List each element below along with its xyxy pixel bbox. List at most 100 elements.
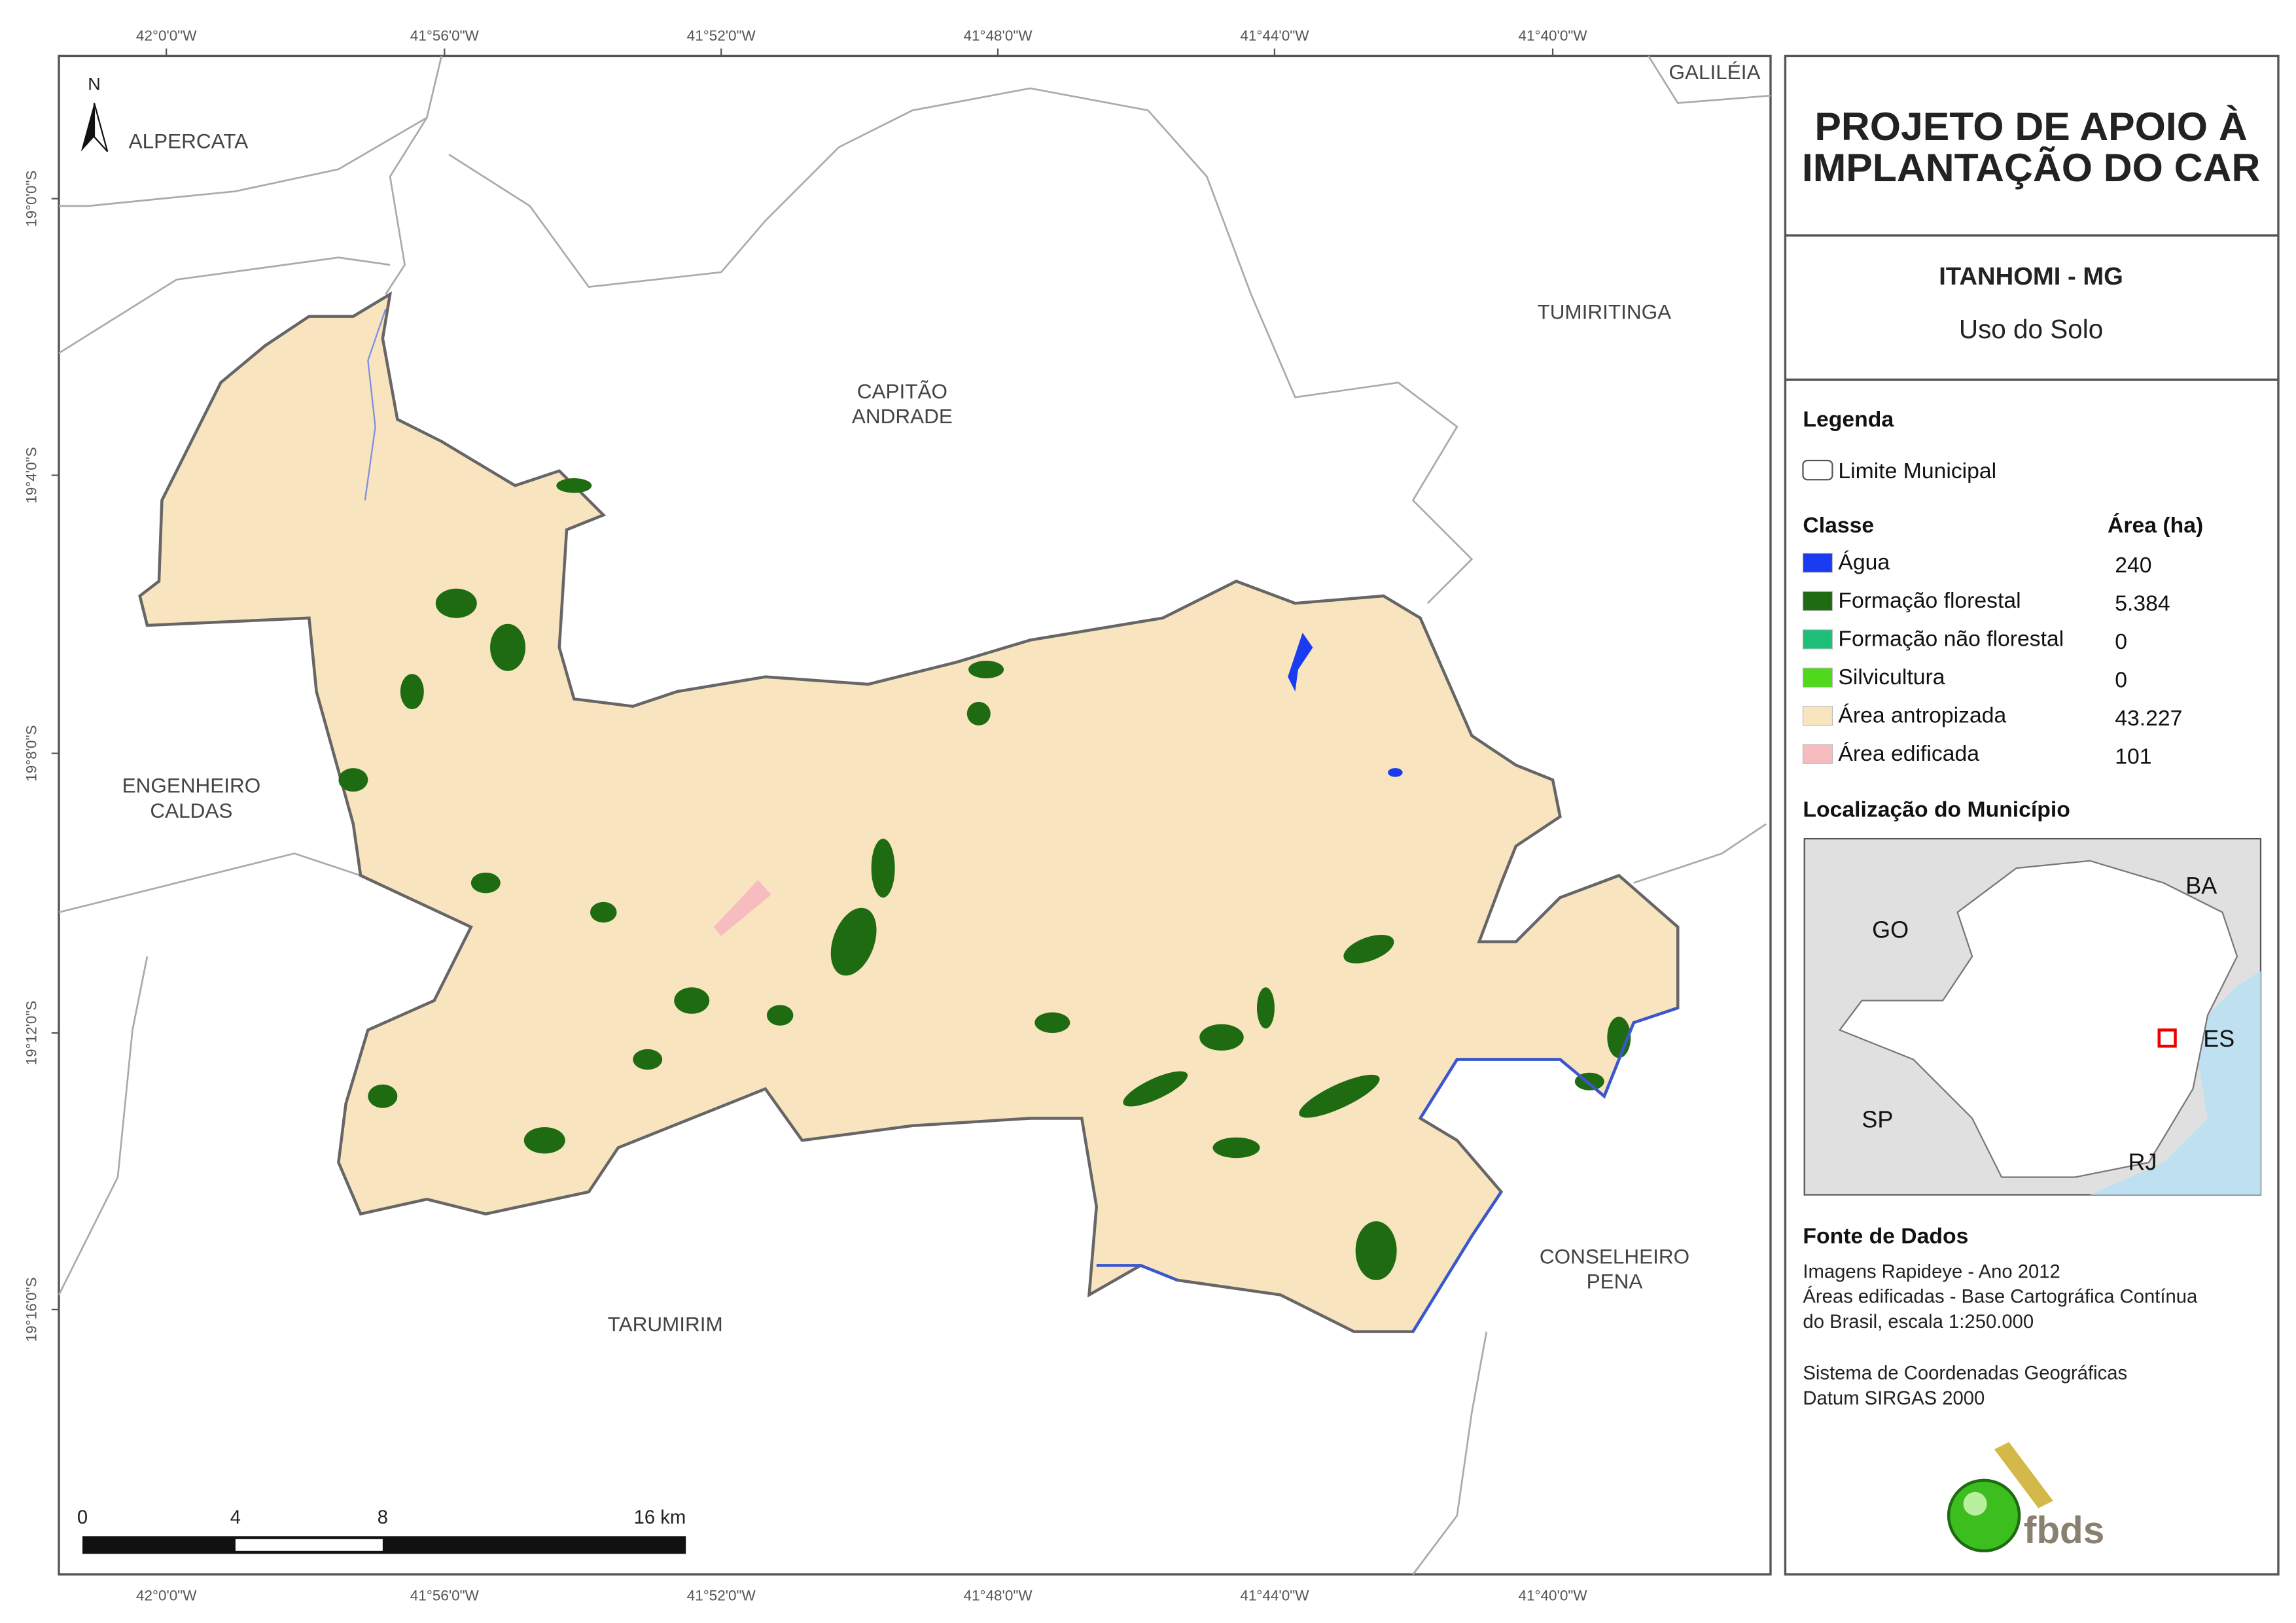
boundary-line bbox=[59, 116, 428, 207]
boundary-line bbox=[1412, 823, 1767, 1575]
water-body bbox=[1388, 768, 1403, 777]
place-name: CALDAS bbox=[150, 799, 232, 822]
place-name: ENGENHEIRO bbox=[122, 774, 261, 797]
source-line: do Brasil, escala 1:250.000 bbox=[1803, 1312, 2034, 1333]
longitude-label: 41°56'0"W bbox=[410, 1587, 480, 1603]
legend-heading: Legenda bbox=[1803, 407, 1894, 432]
forest-patch bbox=[871, 839, 895, 898]
legend-label: Formação florestal bbox=[1838, 588, 2021, 613]
forest-patch bbox=[633, 1049, 663, 1070]
water-body bbox=[1288, 633, 1313, 692]
logo-circle bbox=[1947, 1478, 2021, 1553]
forest-patch bbox=[1034, 1012, 1070, 1034]
forest-patch bbox=[674, 987, 710, 1014]
legend-area: 101 bbox=[2115, 744, 2151, 769]
boundary-line bbox=[58, 852, 361, 1296]
forest-patch bbox=[968, 660, 1004, 678]
forest-patch bbox=[1299, 1074, 1380, 1118]
area-header: Área (ha) bbox=[2108, 513, 2203, 538]
state-shape bbox=[1838, 860, 2238, 1178]
place-name: CONSELHEIRO bbox=[1540, 1244, 1689, 1268]
latitude-label: 19°12'0"S bbox=[23, 1001, 39, 1066]
longitude-label: 41°52'0"W bbox=[687, 1587, 756, 1603]
longitude-label: 41°44'0"W bbox=[1240, 27, 1309, 44]
forest-patch bbox=[766, 1005, 794, 1026]
boundary-line bbox=[58, 256, 391, 354]
ocean bbox=[2090, 971, 2261, 1195]
logo-highlight bbox=[1963, 1492, 1987, 1516]
forest-patch bbox=[400, 674, 424, 710]
state-label: ES bbox=[2203, 1025, 2234, 1052]
latitude-label: 19°8'0"S bbox=[23, 725, 39, 782]
place-name: PENA bbox=[1587, 1270, 1643, 1293]
legend-label: Formação não florestal bbox=[1838, 626, 2064, 651]
longitude-label: 41°40'0"W bbox=[1519, 27, 1588, 44]
map-body: N bbox=[58, 54, 1772, 1576]
longitude-label: 42°0'0"W bbox=[136, 27, 197, 44]
boundary-label: Limite Municipal bbox=[1838, 459, 1996, 483]
state-label: SP bbox=[1862, 1106, 1893, 1132]
legend-area: 0 bbox=[2115, 667, 2127, 692]
legend-area: 5.384 bbox=[2115, 591, 2170, 616]
longitude-label: 41°52'0"W bbox=[687, 27, 756, 44]
state-label: GO bbox=[1872, 916, 1909, 943]
scale-segment bbox=[235, 1539, 383, 1551]
legend-label: Área edificada bbox=[1838, 741, 1979, 766]
boundary-line bbox=[1648, 55, 1771, 104]
north-arrow-right bbox=[93, 103, 109, 152]
forest-patch bbox=[1123, 1071, 1188, 1107]
title-line: PROJETO DE APOIO À bbox=[1814, 104, 2247, 148]
location-inset: BA GO ES SP RJ bbox=[1803, 837, 2262, 1196]
forest-patch bbox=[590, 901, 617, 923]
forest-patch bbox=[556, 478, 592, 493]
legend-area: 43.227 bbox=[2115, 706, 2182, 731]
scale-bar bbox=[82, 1536, 686, 1554]
stream bbox=[364, 308, 387, 500]
sources-heading: Fonte de Dados bbox=[1803, 1224, 1968, 1249]
built-area bbox=[713, 880, 771, 936]
logo: fbds bbox=[1947, 1442, 2104, 1553]
legend-area: 0 bbox=[2115, 629, 2127, 654]
longitude-label: 41°56'0"W bbox=[410, 27, 480, 44]
forest-patch bbox=[966, 701, 991, 725]
longitude-label: 41°44'0"W bbox=[1240, 1587, 1309, 1603]
legend-label: Silvicultura bbox=[1838, 665, 1945, 689]
legend-rows: Água 240 Formação florestal 5.384 Formação n… bbox=[1802, 550, 2182, 769]
forest-patch bbox=[435, 588, 477, 618]
class-header: Classe bbox=[1803, 513, 1874, 538]
forest-patches bbox=[338, 478, 1631, 1280]
source-line: Sistema de Coordenadas Geográficas bbox=[1803, 1363, 2127, 1384]
place-name: TARUMIRIM bbox=[608, 1312, 723, 1336]
forest-patch bbox=[523, 1126, 565, 1154]
logo-bar bbox=[1994, 1442, 2053, 1509]
latitude-label: 19°16'0"S bbox=[23, 1277, 39, 1342]
longitude-label: 42°0'0"W bbox=[136, 1587, 197, 1603]
scale-label: 8 bbox=[378, 1507, 388, 1528]
legend-label: Área antropizada bbox=[1838, 703, 2006, 727]
legend-swatch bbox=[1802, 667, 1833, 688]
source-line: Áreas edificadas - Base Cartográfica Con… bbox=[1803, 1286, 2198, 1308]
side-panel: PROJETO DE APOIO À IMPLANTAÇÃO DO CAR IT… bbox=[1784, 54, 2280, 1576]
longitude-label: 41°48'0"W bbox=[964, 27, 1033, 44]
legend-label: Água bbox=[1838, 550, 1890, 574]
location-heading: Localização do Município bbox=[1803, 797, 2070, 822]
place-name: TUMIRITINGA bbox=[1537, 300, 1671, 323]
legend-area: 240 bbox=[2115, 553, 2151, 578]
legend-swatch bbox=[1802, 553, 1833, 573]
forest-patch bbox=[490, 623, 526, 671]
longitude-label: 41°48'0"W bbox=[964, 1587, 1033, 1603]
boundary-line bbox=[448, 87, 1474, 604]
river bbox=[1096, 1191, 1503, 1333]
place-name: CAPITÃO bbox=[857, 379, 947, 403]
panel-frame bbox=[1784, 54, 2280, 1576]
scale-label: 0 bbox=[77, 1507, 88, 1528]
state-label: RJ bbox=[2128, 1149, 2157, 1176]
forest-patch bbox=[1355, 1221, 1397, 1280]
municipality-marker bbox=[2157, 1028, 2177, 1048]
forest-patch bbox=[338, 768, 368, 792]
forest-patch bbox=[1212, 1137, 1260, 1159]
place-name: ALPERCATA bbox=[129, 129, 249, 152]
state-label: BA bbox=[2185, 872, 2217, 899]
